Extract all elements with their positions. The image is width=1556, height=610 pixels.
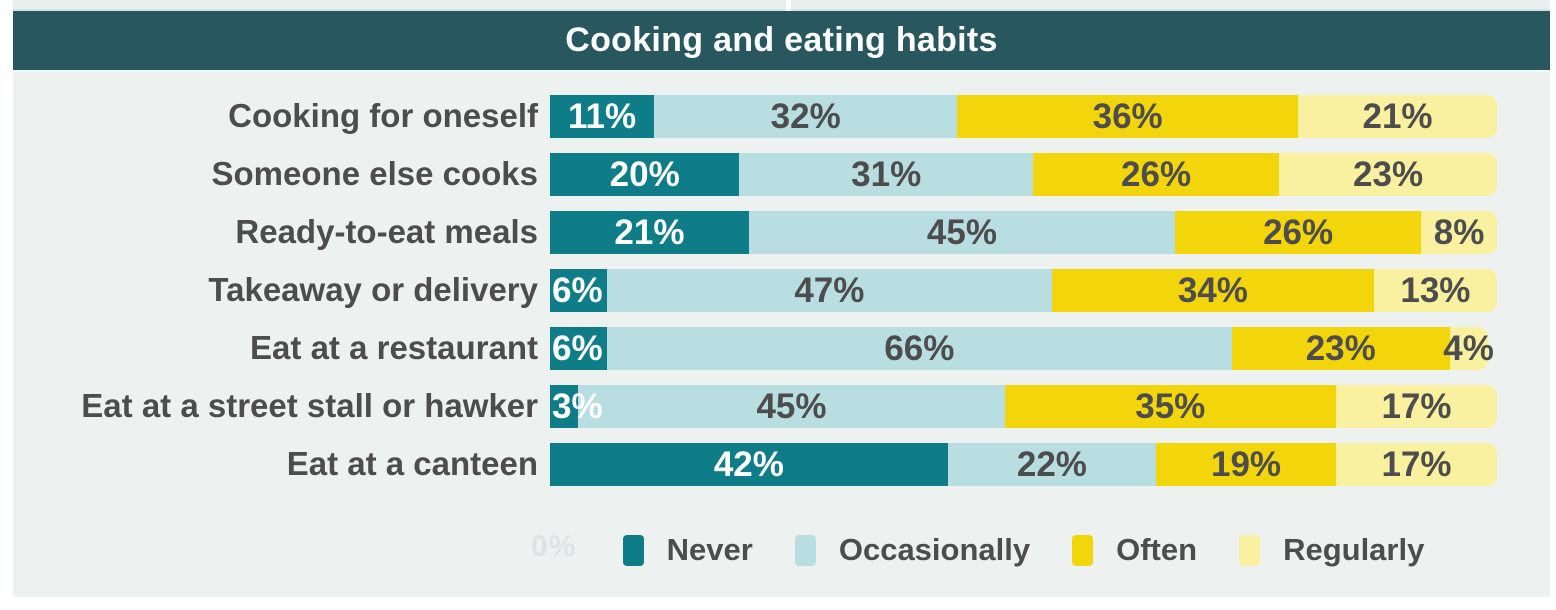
stacked-bar: 6% 66% 23% 4% — [550, 327, 1497, 370]
bar-row: Takeaway or delivery 6% 47% 34% 13% — [13, 269, 1550, 312]
bar-segment-never: 20% — [550, 153, 740, 196]
segment-value-label: 17% — [1381, 386, 1452, 426]
legend-label: Regularly — [1283, 532, 1425, 567]
segment-value-label: 20% — [609, 154, 680, 194]
legend-item-occasionally: Occasionally — [794, 532, 1031, 568]
legend-swatch — [1239, 534, 1261, 566]
stacked-bar: 21% 45% 26% 8% — [550, 211, 1497, 254]
bar-segment-often: 34% — [1051, 269, 1374, 312]
bar-segment-occasionally: 45% — [748, 211, 1175, 254]
segment-value-label: 26% — [1121, 154, 1192, 194]
stacked-bar: 11% 32% 36% 21% — [550, 95, 1497, 138]
bar-segment-never: 21% — [550, 211, 749, 254]
bar-segment-occasionally: 31% — [739, 153, 1033, 196]
bar-segment-regularly: 17% — [1335, 385, 1497, 428]
legend-label: Occasionally — [838, 532, 1031, 567]
bar-segment-occasionally: 45% — [578, 385, 1005, 428]
legend-swatch — [622, 534, 644, 566]
segment-value-label: 21% — [614, 212, 685, 252]
bar-segment-occasionally: 32% — [654, 95, 958, 138]
segment-value-label: 13% — [1400, 270, 1471, 310]
legend-item-never: Never — [622, 532, 753, 568]
segment-value-label: 19% — [1210, 444, 1282, 484]
category-label: Ready-to-eat meals — [235, 213, 538, 250]
category-label: Eat at a street stall or hawker — [81, 387, 538, 424]
bar-segment-never: 11% — [550, 95, 655, 138]
chart-title-bar: Cooking and eating habits — [13, 11, 1550, 72]
chart-legend: Never Occasionally Often Regularly — [550, 532, 1497, 568]
stacked-bar: 3% 45% 35% 17% — [550, 385, 1497, 428]
segment-value-label: 31% — [851, 154, 922, 194]
segment-value-label: 8% — [1433, 212, 1485, 252]
chart-panel: Cooking and eating habits Cooking for on… — [13, 0, 1550, 597]
legend-swatch — [1072, 534, 1094, 566]
bar-segment-often: 19% — [1156, 443, 1336, 486]
bar-row: Ready-to-eat meals 21% 45% 26% 8% — [13, 211, 1550, 254]
stacked-bar: 20% 31% 26% 23% — [550, 153, 1497, 196]
bar-segment-often: 23% — [1231, 327, 1450, 370]
category-label: Takeaway or delivery — [208, 271, 538, 308]
bar-segment-occasionally: 47% — [606, 269, 1052, 312]
bar-segment-never: 6% — [550, 327, 607, 370]
category-label: Cooking for oneself — [228, 97, 538, 134]
legend-item-regularly: Regularly — [1239, 532, 1424, 568]
bar-segment-often: 26% — [1175, 211, 1422, 254]
segment-value-label: 36% — [1092, 96, 1163, 136]
legend-item-often: Often — [1072, 532, 1197, 568]
bar-segment-never: 3% — [550, 385, 603, 428]
segment-value-label: 11% — [568, 96, 637, 136]
bar-segment-regularly: 17% — [1335, 443, 1497, 486]
bar-segment-regularly: 23% — [1279, 153, 1497, 196]
segment-value-label: 6% — [552, 270, 603, 310]
bar-row: Cooking for oneself 11% 32% 36% 21% — [13, 95, 1550, 138]
bar-segment-regularly: 13% — [1373, 269, 1497, 312]
category-label: Eat at a canteen — [286, 445, 538, 482]
top-strip-divider — [786, 0, 791, 11]
bar-segment-regularly: 8% — [1421, 211, 1497, 254]
stacked-bar: 6% 47% 34% 13% — [550, 269, 1497, 312]
segment-value-label: 45% — [756, 386, 827, 426]
category-label: Someone else cooks — [211, 155, 538, 192]
segment-value-label: 17% — [1381, 444, 1452, 484]
segment-value-label: 34% — [1177, 270, 1248, 310]
chart-title: Cooking and eating habits — [565, 21, 998, 59]
bar-rows: Cooking for oneself 11% 32% 36% 21% Someone… — [13, 95, 1550, 501]
segment-value-label: 26% — [1263, 212, 1334, 252]
category-label: Eat at a restaurant — [250, 329, 538, 366]
segment-value-label: 45% — [926, 212, 997, 252]
segment-value-label: 21% — [1362, 96, 1433, 136]
segment-value-label: 32% — [770, 96, 841, 136]
segment-value-label: 3% — [552, 386, 603, 426]
segment-value-label: 23% — [1353, 154, 1424, 194]
legend-label: Often — [1116, 532, 1198, 567]
segment-value-label: 23% — [1305, 328, 1376, 368]
bar-segment-never: 6% — [550, 269, 607, 312]
bar-segment-regularly: 4% — [1443, 327, 1494, 370]
stacked-bar: 42% 22% 19% 17% — [550, 443, 1497, 486]
bar-segment-often: 36% — [957, 95, 1299, 138]
segment-value-label: 6% — [552, 328, 603, 368]
top-strip — [13, 0, 1550, 11]
segment-value-label: 42% — [713, 444, 784, 484]
segment-value-label: 47% — [794, 270, 865, 310]
bar-row: Eat at a street stall or hawker 3% 45% 35%… — [13, 385, 1550, 428]
legend-swatch — [794, 534, 816, 566]
bar-segment-occasionally: 22% — [947, 443, 1157, 486]
bar-row: Eat at a canteen 42% 22% 19% 17% — [13, 443, 1550, 486]
bar-segment-never: 42% — [550, 443, 948, 486]
bar-segment-often: 26% — [1032, 153, 1280, 196]
segment-value-label: 66% — [884, 328, 955, 368]
segment-value-label: 4% — [1443, 328, 1494, 368]
bar-segment-occasionally: 66% — [606, 327, 1232, 370]
segment-value-label: 35% — [1135, 386, 1206, 426]
axis-zero-label: 0% — [531, 530, 577, 563]
bar-row: Someone else cooks 20% 31% 26% 23% — [13, 153, 1550, 196]
legend-label: Never — [666, 532, 753, 567]
bar-segment-often: 35% — [1004, 385, 1336, 428]
bar-row: Eat at a restaurant 6% 66% 23% 4% — [13, 327, 1550, 370]
bar-segment-regularly: 21% — [1298, 95, 1497, 138]
segment-value-label: 22% — [1016, 444, 1087, 484]
